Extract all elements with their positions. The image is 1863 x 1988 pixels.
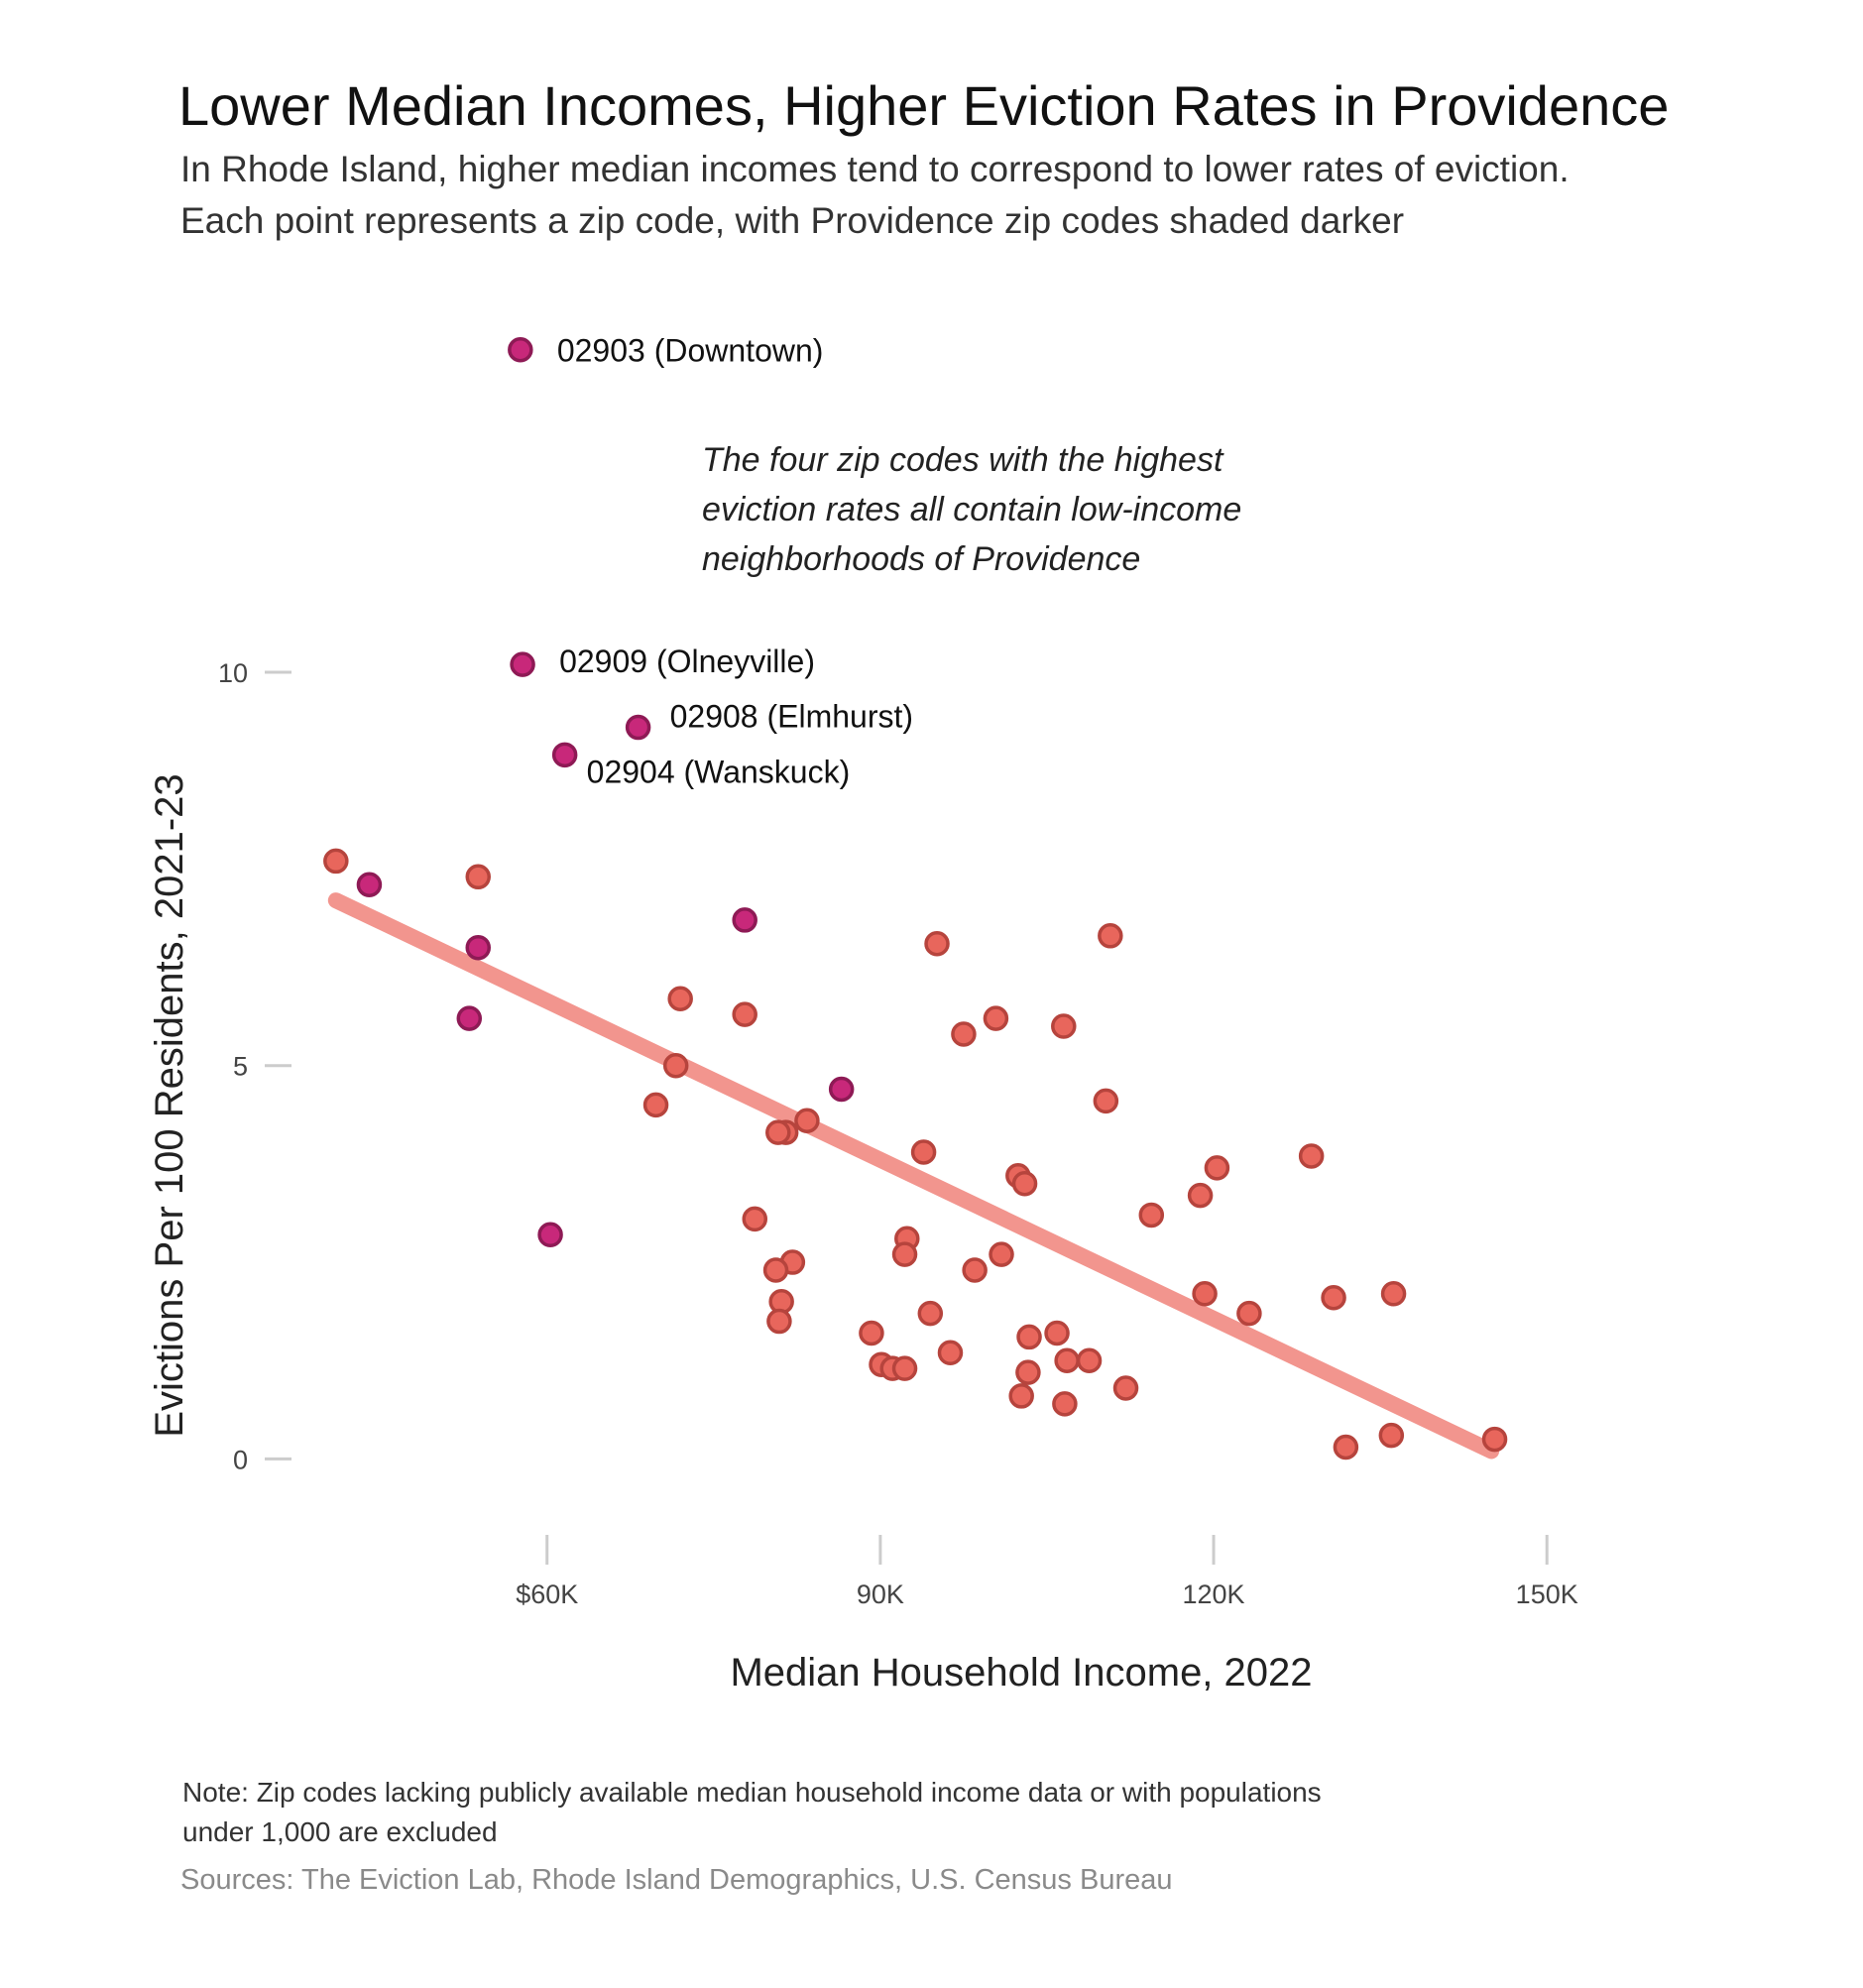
other-point-19 — [891, 1241, 918, 1267]
other-point-6 — [794, 1108, 820, 1133]
other-point-37 — [1076, 1347, 1103, 1373]
providence-point-9 — [537, 1222, 563, 1248]
other-point-34 — [1054, 1347, 1080, 1373]
other-point-26 — [983, 1005, 1009, 1031]
point-labels: 02903 (Downtown) 02909 (Olneyville) 02908 … — [557, 333, 913, 790]
other-point-17 — [891, 1355, 918, 1381]
other-point-0 — [323, 848, 349, 875]
x-axis-title: Median Household Income, 2022 — [730, 1651, 1312, 1695]
other-point-46 — [1298, 1143, 1325, 1169]
point-label-2: 02908 (Elmhurst) — [670, 699, 913, 735]
other-point-13 — [766, 1308, 792, 1335]
other-point-11 — [762, 1257, 789, 1283]
other-point-5 — [732, 1001, 757, 1027]
point-label-0: 02903 (Downtown) — [557, 333, 824, 369]
other-point-41 — [1138, 1202, 1165, 1228]
point-label-3: 02904 (Wanskuck) — [587, 754, 851, 789]
providence-point-2 — [625, 714, 651, 741]
y-tick-label-1: 5 — [233, 1052, 248, 1082]
annotation-line1: The four zip codes with the highest — [702, 441, 1224, 479]
other-point-22 — [937, 1340, 964, 1366]
other-point-14 — [859, 1320, 884, 1346]
chart-subtitle-line2: Each point represents a zip code, with P… — [180, 200, 1405, 241]
other-point-4 — [642, 1092, 669, 1118]
footnote-line2: under 1,000 are excluded — [182, 1816, 498, 1847]
annotation-line2: eviction rates all contain low-income — [702, 491, 1241, 528]
other-point-21 — [917, 1300, 944, 1327]
x-tick-label-0: $60K — [516, 1579, 578, 1609]
other-point-39 — [1093, 1088, 1119, 1114]
trend-line — [327, 892, 1500, 1460]
other-point-45 — [1236, 1300, 1262, 1327]
other-point-40 — [1112, 1375, 1139, 1401]
x-tick-label-3: 150K — [1516, 1579, 1578, 1609]
other-point-9 — [742, 1206, 768, 1232]
other-point-27 — [989, 1241, 1014, 1267]
annotation-line3: neighborhoods of Providence — [702, 540, 1140, 578]
other-point-35 — [1052, 1391, 1078, 1417]
other-point-20 — [910, 1139, 937, 1165]
other-point-25 — [962, 1257, 988, 1283]
providence-point-6 — [456, 1005, 483, 1031]
x-axis: $60K 90K 120K 150K — [516, 1535, 1578, 1609]
providence-point-7 — [732, 907, 757, 933]
other-point-8 — [765, 1119, 791, 1145]
other-point-42 — [1187, 1182, 1214, 1209]
y-axis: 0 5 10 — [218, 658, 291, 1474]
other-point-47 — [1321, 1285, 1346, 1311]
other-point-44 — [1204, 1155, 1230, 1181]
other-point-30 — [1016, 1324, 1042, 1350]
y-tick-label-0: 0 — [233, 1445, 248, 1474]
providence-point-4 — [356, 872, 383, 897]
providence-point-5 — [465, 934, 491, 961]
sources-line: Sources: The Eviction Lab, Rhode Island … — [180, 1864, 1173, 1896]
other-point-33 — [1044, 1320, 1070, 1346]
other-point-43 — [1192, 1281, 1218, 1307]
other-point-24 — [951, 1021, 977, 1047]
data-points — [323, 336, 1508, 1461]
other-point-1 — [465, 864, 491, 890]
providence-point-8 — [828, 1076, 855, 1103]
other-point-51 — [1481, 1426, 1508, 1453]
other-point-49 — [1333, 1434, 1359, 1461]
x-tick-label-1: 90K — [857, 1579, 904, 1609]
other-point-31 — [1015, 1359, 1041, 1385]
other-point-2 — [667, 986, 693, 1012]
other-point-32 — [1008, 1383, 1034, 1409]
point-label-1: 02909 (Olneyville) — [559, 643, 815, 679]
other-point-48 — [1380, 1281, 1407, 1307]
other-point-36 — [1051, 1013, 1077, 1039]
providence-point-0 — [508, 336, 533, 363]
chart-title: Lower Median Incomes, Higher Eviction Ra… — [178, 74, 1670, 137]
other-point-50 — [1378, 1422, 1405, 1449]
y-tick-label-2: 10 — [218, 658, 248, 688]
chart-subtitle-line1: In Rhode Island, higher median incomes t… — [180, 149, 1570, 189]
footnote-line1: Note: Zip codes lacking publicly availab… — [182, 1777, 1322, 1808]
providence-point-1 — [510, 651, 535, 677]
other-point-3 — [662, 1052, 689, 1079]
other-point-38 — [1098, 923, 1123, 949]
other-point-23 — [924, 930, 950, 957]
x-tick-label-2: 120K — [1183, 1579, 1245, 1609]
other-point-29 — [1011, 1170, 1038, 1197]
y-axis-title: Evictions Per 100 Residents, 2021-23 — [148, 773, 191, 1437]
providence-point-3 — [551, 742, 578, 768]
